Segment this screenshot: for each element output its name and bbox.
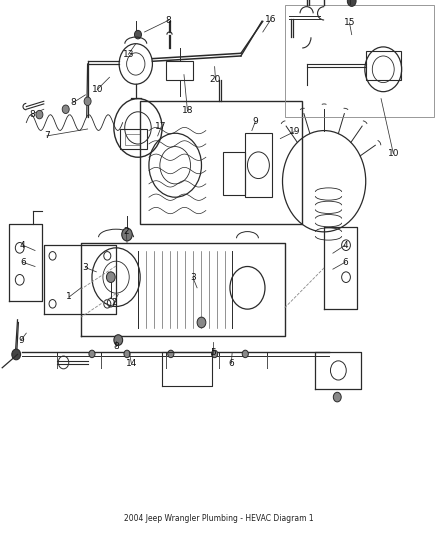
Text: 4: 4 — [343, 241, 348, 249]
Circle shape — [197, 317, 206, 328]
Text: 5: 5 — [210, 349, 216, 357]
Circle shape — [333, 392, 341, 402]
Circle shape — [36, 110, 43, 119]
Text: 8: 8 — [71, 98, 77, 107]
Text: 18: 18 — [182, 107, 193, 115]
Text: 8: 8 — [113, 342, 119, 351]
Bar — [120, 129, 147, 149]
Text: 6: 6 — [20, 258, 26, 266]
Bar — [366, 51, 401, 80]
Circle shape — [62, 105, 69, 114]
Bar — [140, 101, 302, 224]
Bar — [223, 152, 245, 195]
Bar — [285, 5, 434, 117]
Text: 4: 4 — [20, 241, 25, 249]
Circle shape — [168, 350, 174, 358]
Circle shape — [124, 350, 130, 358]
Text: 19: 19 — [289, 127, 300, 136]
Text: 2004 Jeep Wrangler Plumbing - HEVAC Diagram 1: 2004 Jeep Wrangler Plumbing - HEVAC Diag… — [124, 514, 314, 522]
Text: 17: 17 — [155, 123, 167, 131]
Text: 6: 6 — [342, 258, 348, 266]
Circle shape — [212, 350, 218, 358]
Circle shape — [134, 30, 141, 39]
Text: 10: 10 — [92, 85, 103, 94]
Circle shape — [106, 272, 115, 282]
Circle shape — [122, 228, 132, 241]
Text: 1: 1 — [66, 293, 72, 301]
Text: 8: 8 — [166, 16, 172, 25]
Text: 15: 15 — [344, 19, 355, 27]
Text: 10: 10 — [388, 149, 399, 158]
Text: 16: 16 — [265, 15, 276, 24]
Text: 9: 9 — [18, 336, 24, 344]
Circle shape — [347, 0, 356, 6]
Circle shape — [84, 97, 91, 106]
Text: 14: 14 — [126, 359, 137, 368]
Text: 7: 7 — [44, 132, 50, 140]
Bar — [166, 61, 193, 80]
Text: 6: 6 — [228, 359, 234, 368]
Text: 20: 20 — [210, 75, 221, 84]
Text: 2: 2 — [124, 227, 129, 236]
Text: 2: 2 — [111, 298, 117, 307]
Text: 13: 13 — [123, 50, 134, 59]
Bar — [125, 134, 140, 145]
Text: 3: 3 — [190, 273, 196, 281]
Circle shape — [242, 350, 248, 358]
Circle shape — [12, 349, 21, 360]
Circle shape — [89, 350, 95, 358]
Bar — [245, 133, 272, 197]
Text: 8: 8 — [29, 110, 35, 118]
Text: 3: 3 — [82, 263, 88, 272]
Circle shape — [114, 335, 123, 345]
Text: 9: 9 — [252, 117, 258, 126]
